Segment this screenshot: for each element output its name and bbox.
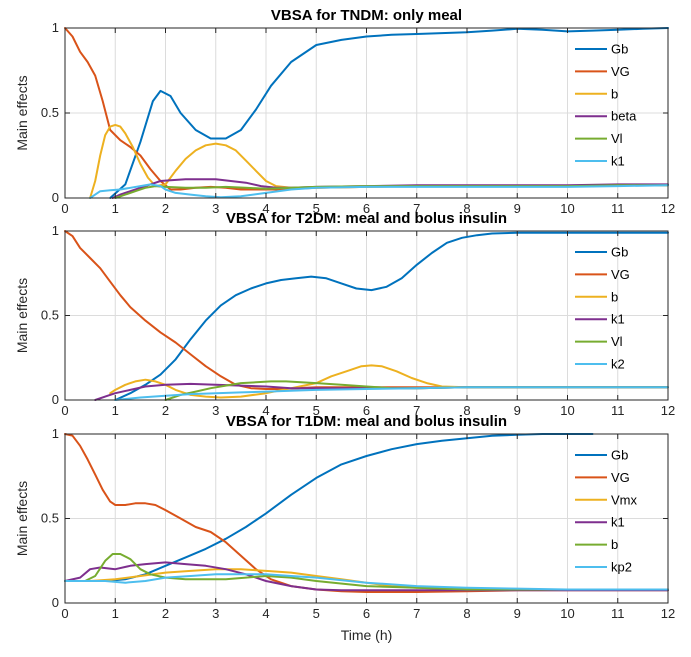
x-tick-label: 3	[212, 606, 219, 621]
x-tick-label: 7	[413, 403, 420, 418]
x-tick-label: 1	[112, 201, 119, 216]
x-tick-label: 4	[262, 201, 269, 216]
x-tick-label: 2	[162, 403, 169, 418]
x-tick-label: 9	[514, 403, 521, 418]
x-tick-label: 8	[463, 403, 470, 418]
x-tick-label: 8	[463, 606, 470, 621]
x-tick-label: 0	[61, 606, 68, 621]
y-tick-label: 0	[52, 190, 59, 205]
legend-label-vg: VG	[611, 470, 630, 485]
series-line-k2	[114, 386, 669, 401]
x-tick-label: 12	[661, 403, 675, 418]
legend-label-vl: Vl	[611, 334, 623, 349]
x-tick-label: 2	[162, 201, 169, 216]
x-tick-label: 1	[112, 403, 119, 418]
series-line-k1	[89, 183, 669, 199]
x-tick-label: 10	[560, 201, 574, 216]
y-tick-label: 0.5	[41, 105, 59, 120]
x-tick-label: 0	[61, 201, 68, 216]
y-tick-label: 1	[52, 20, 59, 35]
legend-label-vg: VG	[611, 64, 630, 79]
series-line-b	[64, 553, 669, 591]
x-tick-label: 11	[611, 201, 625, 216]
x-tick-label: 3	[212, 403, 219, 418]
legend-label-gb: Gb	[611, 42, 628, 57]
legend-label-vg: VG	[611, 267, 630, 282]
x-tick-label: 4	[262, 403, 269, 418]
x-tick-label: 5	[313, 403, 320, 418]
x-tick-label: 10	[560, 606, 574, 621]
x-tick-label: 8	[463, 201, 470, 216]
x-tick-label: 6	[363, 606, 370, 621]
legend-label-gb: Gb	[611, 245, 628, 260]
series-line-gb	[114, 231, 669, 401]
x-axis-label: Time (h)	[341, 627, 393, 643]
x-tick-label: 0	[61, 403, 68, 418]
legend-label-k1: k1	[611, 154, 625, 169]
legend: Gb VG b beta Vl k1	[575, 42, 637, 169]
legend-label-k2: k2	[611, 357, 625, 372]
series-line-gb	[109, 27, 669, 199]
x-tick-label: 7	[413, 201, 420, 216]
legend: Gb VG Vmx k1 b kp2	[575, 448, 638, 575]
legend-label-vl: Vl	[611, 131, 623, 146]
legend: Gb VG b k1 Vl k2	[575, 245, 630, 372]
legend-label-b: b	[611, 537, 618, 552]
chart-title: VBSA for T1DM: meal and bolus insulin	[226, 413, 507, 430]
y-tick-label: 1	[52, 223, 59, 238]
x-tick-label: 5	[313, 201, 320, 216]
y-tick-label: 0	[52, 392, 59, 407]
y-tick-label: 0.5	[41, 511, 59, 526]
x-tick-label: 6	[363, 403, 370, 418]
chart-title: VBSA for TNDM: only meal	[271, 7, 462, 24]
legend-label-kp2: kp2	[611, 560, 632, 575]
y-axis-label: Main effects	[14, 75, 30, 150]
x-tick-label: 9	[514, 201, 521, 216]
x-tick-label: 1	[112, 606, 119, 621]
y-axis-label: Main effects	[14, 278, 30, 353]
legend-label-vmx: Vmx	[611, 492, 638, 507]
x-tick-label: 11	[611, 403, 625, 418]
x-tick-label: 10	[560, 403, 574, 418]
legend-label-b: b	[611, 289, 618, 304]
legend-label-gb: Gb	[611, 448, 628, 463]
chart-title: VBSA for T2DM: meal and bolus insulin	[226, 210, 507, 227]
x-tick-label: 9	[514, 606, 521, 621]
y-tick-label: 1	[52, 426, 59, 441]
legend-label-beta: beta	[611, 109, 637, 124]
x-tick-label: 12	[661, 606, 675, 621]
legend-label-k1: k1	[611, 312, 625, 327]
legend-label-k1: k1	[611, 515, 625, 530]
series-line-vg	[64, 433, 669, 593]
x-tick-label: 6	[363, 201, 370, 216]
x-tick-label: 7	[413, 606, 420, 621]
x-tick-label: 3	[212, 201, 219, 216]
y-axis-label: Main effects	[14, 481, 30, 556]
y-tick-label: 0	[52, 595, 59, 610]
series-line-kp2	[64, 573, 669, 591]
x-tick-label: 4	[262, 606, 269, 621]
x-tick-label: 5	[313, 606, 320, 621]
legend-label-b: b	[611, 86, 618, 101]
x-tick-label: 11	[611, 606, 625, 621]
y-tick-label: 0.5	[41, 308, 59, 323]
x-tick-label: 12	[661, 201, 675, 216]
x-tick-label: 2	[162, 606, 169, 621]
